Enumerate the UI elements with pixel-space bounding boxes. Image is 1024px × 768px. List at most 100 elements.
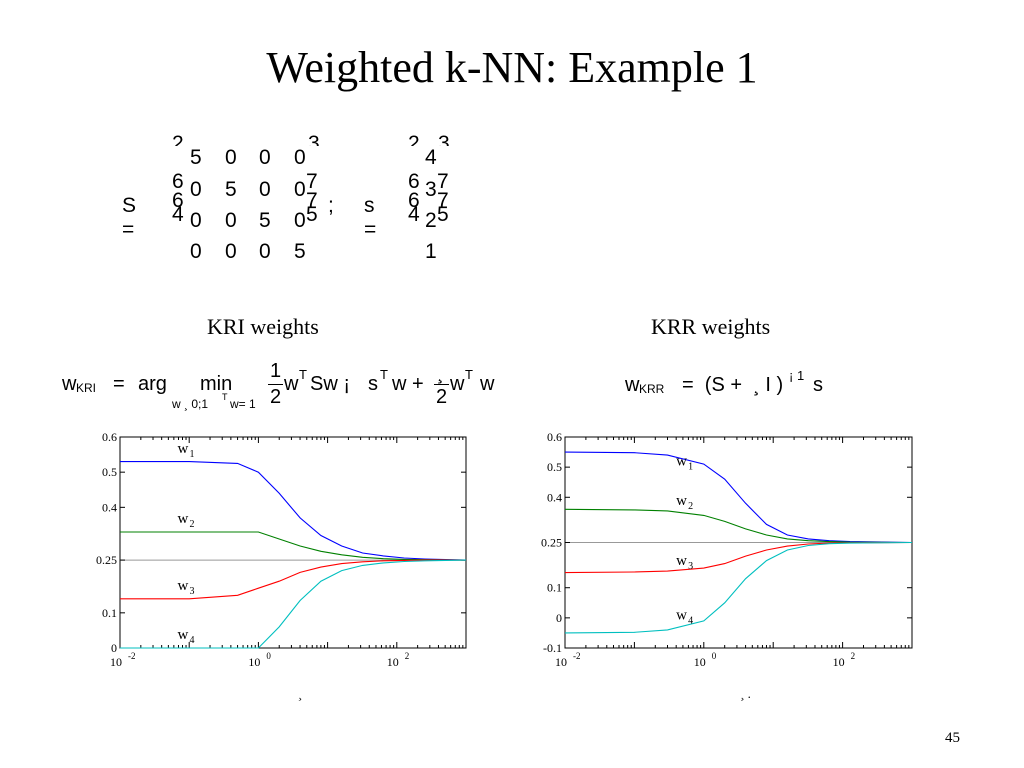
matrix-S-bracket-mid-right: 7 xyxy=(306,170,318,193)
vector-s-bracket-bot-left: 4 xyxy=(408,203,420,226)
vector-s-bracket-top-left: 2 xyxy=(408,132,420,146)
kri-series-label-w1: w xyxy=(178,441,189,457)
vector-s-v3: 2 xyxy=(425,209,437,232)
kri-term2: s xyxy=(368,373,378,395)
krr-xtick-label: 10 xyxy=(833,655,845,669)
kri-frac2-bar xyxy=(434,384,449,385)
kri-series-label-sub-w2: 2 xyxy=(190,519,195,530)
krr-ytick-label: 0 xyxy=(556,611,562,625)
kri-term2-tail: w + xyxy=(392,373,424,395)
krr-series-label-sub-w2: 2 xyxy=(688,501,693,512)
vector-s-bracket-mid-right: 7 xyxy=(437,170,449,193)
kri-w-sub: KRI xyxy=(76,381,97,395)
vector-s-v2: 3 xyxy=(425,178,437,201)
krr-series-w1 xyxy=(564,451,913,544)
kri-ytick-label: 0.1 xyxy=(102,606,117,620)
kri-term3: w xyxy=(450,373,465,395)
kri-ytick-label: 0.5 xyxy=(102,465,117,479)
matrix-S-r3c2: 0 xyxy=(225,209,237,232)
krr-series-w2 xyxy=(564,508,913,544)
kri-frac2-den: 2 xyxy=(436,386,448,408)
kri-heading: KRI weights xyxy=(207,314,319,339)
matrix-S-r1c3: 0 xyxy=(259,146,271,169)
krr-body: = (S + ¸ I ) xyxy=(682,374,784,396)
krr-xtick-label: 10 xyxy=(694,655,706,669)
kri-term1-tail: Sw ¡ xyxy=(310,373,350,395)
krr-ytick-label: -0.1 xyxy=(543,641,562,655)
krr-xtick-exp: 0 xyxy=(712,651,717,661)
krr-sup: ¡ 1 xyxy=(789,368,805,383)
krr-series-label-sub-w4: 4 xyxy=(688,615,693,626)
matrix-S-r4c2: 0 xyxy=(225,240,237,263)
kri-min: min xyxy=(200,373,233,395)
matrix-S-r4c1: 0 xyxy=(190,240,202,263)
krr-ytick-label: 0.6 xyxy=(547,430,562,444)
matrix-S-r3c1: 0 xyxy=(190,209,202,232)
kri-eq: = xyxy=(113,373,125,395)
matrix-S-bracket-mid2-right: 7 xyxy=(306,189,318,212)
krr-series-label-w1: w xyxy=(676,454,687,470)
kri-series-w2 xyxy=(120,531,467,561)
matrix-S-r3c3: 5 xyxy=(259,209,271,232)
kri-series-label-w3: w xyxy=(178,578,189,594)
krr-series-w3 xyxy=(564,541,913,574)
krr-w-sub: KRR xyxy=(639,382,665,396)
kri-term1: w xyxy=(284,373,299,395)
krr-x-axis-label: ¸ . xyxy=(740,686,751,701)
kri-series-w1 xyxy=(120,461,467,561)
kri-term1-sup: T xyxy=(299,367,307,382)
kri-xtick-label: 10 xyxy=(110,655,122,669)
krr-ytick-label: 0.5 xyxy=(547,460,562,474)
kri-xtick-exp: 0 xyxy=(266,651,271,661)
kri-xtick-exp: -2 xyxy=(128,651,136,661)
kri-xtick-label: 10 xyxy=(248,655,260,669)
vector-s-bracket-mid2-left: 6 xyxy=(408,189,420,212)
vector-s-bracket-bot-right: 5 xyxy=(437,203,449,226)
kri-xtick-label: 10 xyxy=(387,655,399,669)
krr-ytick-label: 0.25 xyxy=(541,536,562,550)
matrix-S-bracket-top-left: 2 xyxy=(172,132,184,146)
kri-frac1-num: 1 xyxy=(270,360,282,382)
kri-series-w3 xyxy=(120,559,466,600)
matrix-S-r4c3: 0 xyxy=(259,240,271,263)
vector-s-label: s = xyxy=(364,194,377,241)
kri-min-sub: w ¸ 0;1 xyxy=(172,397,209,411)
krr-heading: KRR weights xyxy=(651,314,771,339)
kri-term3-sup: T xyxy=(465,367,473,382)
matrix-S-r2c3: 0 xyxy=(259,178,271,201)
vector-s-bracket-mid2-right: 7 xyxy=(437,189,449,212)
kri-term3-tail: w xyxy=(480,373,495,395)
matrix-S-bracket-bot-right: 5 xyxy=(306,203,318,226)
kri-w: w xyxy=(62,373,77,395)
krr-series-label-sub-w3: 3 xyxy=(688,561,693,572)
matrix-S-r1c4: 0 xyxy=(294,146,306,169)
matrix-S-r2c4: 0 xyxy=(294,178,306,201)
matrix-S-r3c4: 0 xyxy=(294,209,306,232)
krr-series-label-sub-w1: 1 xyxy=(688,462,693,473)
matrix-S-bracket-mid2-left: 6 xyxy=(172,189,184,212)
krr-xtick-label: 10 xyxy=(555,655,567,669)
vector-s-bracket-mid-left: 6 xyxy=(408,170,420,193)
kri-series-label-sub-w3: 3 xyxy=(190,586,195,597)
matrix-S-r4c4: 5 xyxy=(294,240,306,263)
kri-frac1-den: 2 xyxy=(270,386,282,408)
matrix-S-bracket-mid-left: 6 xyxy=(172,170,184,193)
kri-ytick-label: 0.6 xyxy=(102,430,117,444)
kri-ytick-label: 0.25 xyxy=(96,553,117,567)
krr-plot-frame xyxy=(564,436,913,649)
kri-series-w4 xyxy=(120,559,467,649)
matrix-S-bracket-top-right: 3 xyxy=(308,132,320,146)
kri-series-label-w4: w xyxy=(178,627,189,643)
kri-plot-frame xyxy=(119,436,467,649)
krr-ytick-label: 0.1 xyxy=(547,581,562,595)
matrix-S-bracket-bot-left: 4 xyxy=(172,203,184,226)
krr-xtick-exp: -2 xyxy=(573,651,581,661)
matrix-S-r2c2: 5 xyxy=(225,178,237,201)
kri-min-sub-sup: T xyxy=(222,392,228,402)
krr-xtick-exp: 2 xyxy=(851,651,856,661)
vector-s-v1: 4 xyxy=(425,146,437,169)
krr-tail: s xyxy=(813,374,823,396)
krr-series-label-w3: w xyxy=(676,553,687,569)
kri-series-label-w2: w xyxy=(178,511,189,527)
kri-term2-sup: T xyxy=(380,367,388,382)
